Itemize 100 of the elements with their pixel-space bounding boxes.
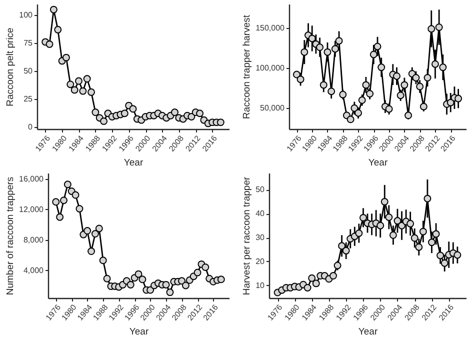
point <box>359 214 367 222</box>
point <box>404 112 412 120</box>
point <box>91 230 99 238</box>
point <box>380 198 388 206</box>
point <box>370 50 378 58</box>
point <box>330 272 337 280</box>
point <box>182 282 190 290</box>
y-tick-label: 16,000 <box>19 174 44 184</box>
point <box>70 86 78 94</box>
point <box>88 248 96 255</box>
point <box>410 234 418 242</box>
point <box>358 96 366 104</box>
point <box>171 108 178 116</box>
y-axis-title: Raccoon trapper harvest <box>242 14 253 120</box>
point <box>419 228 427 236</box>
point <box>79 87 87 95</box>
y-tick-label: 50,000 <box>260 104 286 113</box>
point <box>88 88 95 96</box>
point <box>83 75 91 83</box>
point <box>56 213 64 221</box>
y-tick-label: 4,000 <box>23 266 44 275</box>
point <box>76 204 84 212</box>
point <box>412 74 420 82</box>
point <box>424 74 432 82</box>
point <box>129 105 137 113</box>
point <box>436 252 444 260</box>
point <box>66 80 74 88</box>
point <box>439 64 447 72</box>
point <box>54 26 62 34</box>
point <box>103 274 111 282</box>
point <box>320 81 328 89</box>
point <box>196 110 204 118</box>
x-axis-title: Year <box>124 157 144 168</box>
point <box>420 102 428 110</box>
point <box>95 224 103 232</box>
point <box>385 213 393 221</box>
point <box>308 34 316 42</box>
y-tick-label: 50 <box>24 66 34 76</box>
point <box>396 92 404 100</box>
point <box>72 191 80 199</box>
point <box>188 112 196 120</box>
y-tick-label: 12,000 <box>19 204 44 214</box>
y-axis-title: Number of raccoon trappers <box>5 176 16 296</box>
point <box>138 276 146 284</box>
point <box>424 194 432 202</box>
point <box>446 98 454 106</box>
y-tick-label: 50 <box>256 185 266 194</box>
point <box>431 60 439 68</box>
point <box>342 246 350 254</box>
point <box>435 24 443 31</box>
point <box>355 229 363 237</box>
point <box>389 231 397 239</box>
y-axis-title: Harvest per raccoon trapper <box>242 176 253 296</box>
y-axis-title: Raccoon pelt price <box>5 28 16 106</box>
point <box>328 88 336 96</box>
point <box>46 40 54 48</box>
point <box>120 110 128 118</box>
y-tick-label: 100 <box>19 10 34 20</box>
point <box>62 54 70 62</box>
y-tick-label: 75 <box>24 38 34 48</box>
point <box>202 263 210 271</box>
point <box>324 48 332 56</box>
point <box>432 230 440 238</box>
point <box>216 118 224 126</box>
point <box>60 196 68 204</box>
point <box>316 44 324 52</box>
point <box>415 243 423 251</box>
y-tick-label: 8,000 <box>23 235 44 244</box>
y-tick-label: 0 <box>28 122 34 132</box>
point <box>100 117 108 125</box>
point <box>308 274 316 282</box>
point <box>217 276 225 284</box>
point <box>454 94 462 102</box>
point <box>178 277 186 285</box>
point <box>354 109 362 117</box>
y-tick-label: 150,000 <box>256 24 286 33</box>
point <box>166 288 174 296</box>
point <box>440 259 448 267</box>
point <box>126 280 134 288</box>
point <box>194 268 202 276</box>
point <box>406 220 414 228</box>
point <box>393 72 400 80</box>
y-tick-label: 10 <box>256 280 266 290</box>
point <box>350 104 358 112</box>
point <box>52 198 60 206</box>
point <box>312 280 320 288</box>
point <box>64 180 72 188</box>
point <box>416 82 424 90</box>
point <box>99 256 107 264</box>
point <box>134 270 142 278</box>
point <box>300 48 308 56</box>
point <box>304 284 312 292</box>
point <box>394 217 402 225</box>
y-tick-label: 40 <box>256 209 266 218</box>
point <box>346 116 354 124</box>
y-tick-label: 30 <box>256 233 266 242</box>
point <box>334 262 342 270</box>
point <box>338 242 346 250</box>
point <box>335 37 343 45</box>
point <box>428 238 436 246</box>
